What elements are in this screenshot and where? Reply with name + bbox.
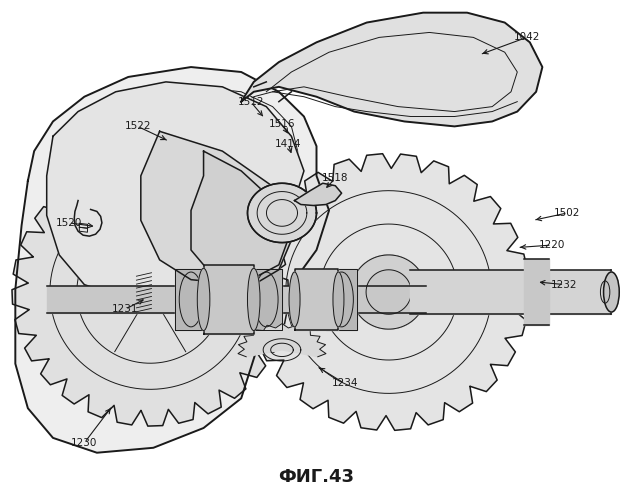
Text: 1220: 1220 — [539, 240, 565, 250]
Text: 1231: 1231 — [112, 304, 139, 314]
Polygon shape — [241, 12, 542, 126]
Polygon shape — [294, 269, 339, 330]
Text: 1518: 1518 — [322, 174, 349, 184]
Ellipse shape — [603, 272, 619, 312]
Text: 1502: 1502 — [555, 208, 580, 218]
Text: 1042: 1042 — [513, 32, 540, 42]
Text: 1232: 1232 — [551, 280, 577, 289]
Polygon shape — [351, 255, 426, 329]
Polygon shape — [15, 67, 329, 452]
Polygon shape — [175, 269, 207, 330]
Polygon shape — [141, 132, 291, 284]
Polygon shape — [12, 158, 289, 426]
Text: 1230: 1230 — [71, 438, 97, 448]
Text: ФИГ.43: ФИГ.43 — [279, 468, 354, 486]
Polygon shape — [248, 154, 529, 430]
Text: 1516: 1516 — [269, 119, 295, 129]
Text: 1520: 1520 — [56, 218, 82, 228]
Polygon shape — [248, 184, 316, 242]
Text: 1234: 1234 — [332, 378, 358, 388]
Polygon shape — [366, 270, 411, 314]
Polygon shape — [238, 324, 326, 357]
Polygon shape — [294, 183, 342, 206]
Polygon shape — [251, 269, 282, 330]
Ellipse shape — [248, 268, 260, 330]
Ellipse shape — [333, 272, 344, 327]
Polygon shape — [191, 151, 291, 284]
Ellipse shape — [289, 272, 300, 327]
Polygon shape — [204, 265, 254, 334]
Polygon shape — [326, 269, 357, 330]
Ellipse shape — [197, 268, 210, 330]
Text: 1522: 1522 — [125, 122, 151, 132]
Text: 1414: 1414 — [275, 138, 301, 148]
Text: 1512: 1512 — [237, 96, 264, 106]
Polygon shape — [47, 82, 304, 300]
